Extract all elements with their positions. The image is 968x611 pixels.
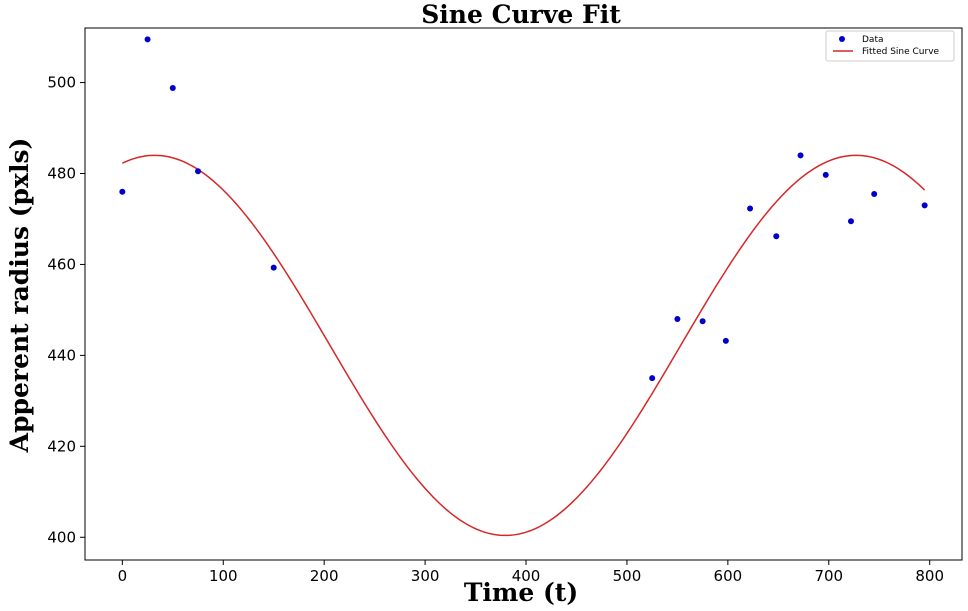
- data-point: [649, 375, 656, 382]
- data-point: [119, 188, 126, 195]
- plot-area: [119, 36, 928, 537]
- x-tick-label: 800: [915, 567, 944, 585]
- y-axis-label: Apperent radius (pxls): [5, 138, 34, 454]
- data-point: [747, 205, 754, 212]
- legend: Data Fitted Sine Curve: [825, 30, 955, 62]
- data-point: [195, 168, 202, 175]
- y-tick-label: 500: [47, 74, 76, 92]
- data-point: [674, 316, 681, 323]
- y-tick-label: 420: [47, 437, 76, 455]
- data-point: [921, 202, 928, 209]
- data-point: [847, 218, 854, 225]
- x-tick-label: 400: [512, 567, 541, 585]
- x-tick-label: 200: [310, 567, 339, 585]
- x-tick-label: 0: [118, 567, 128, 585]
- x-tick-label: 700: [814, 567, 843, 585]
- x-tick-label: 100: [209, 567, 238, 585]
- data-point: [822, 171, 829, 178]
- data-point: [699, 318, 706, 325]
- data-point: [871, 190, 878, 197]
- data-point: [144, 36, 151, 43]
- legend-label-fit: Fitted Sine Curve: [862, 47, 940, 57]
- x-tick-label: 500: [613, 567, 642, 585]
- x-axis-label: Time (t): [464, 578, 578, 607]
- x-tick-label: 600: [714, 567, 743, 585]
- legend-box: [825, 30, 955, 62]
- y-tick-label: 460: [47, 255, 76, 273]
- data-point: [722, 337, 729, 344]
- x-axis: 0 100 200 300 400 500 600 700 800: [118, 560, 944, 585]
- y-tick-label: 400: [47, 528, 76, 546]
- y-tick-label: 480: [47, 165, 76, 183]
- chart-title: Sine Curve Fit: [421, 0, 621, 29]
- y-tick-label: 440: [47, 346, 76, 364]
- data-point: [270, 264, 277, 271]
- data-point: [773, 233, 780, 240]
- data-point: [797, 152, 804, 159]
- x-tick-label: 300: [411, 567, 440, 585]
- y-axis: 400 420 440 460 480 500: [47, 74, 85, 546]
- data-point: [169, 85, 176, 92]
- legend-marker-data: [839, 36, 845, 42]
- fitted-sine-curve: [122, 154, 926, 537]
- axes-frame: [84, 27, 963, 561]
- legend-label-data: Data: [862, 35, 884, 45]
